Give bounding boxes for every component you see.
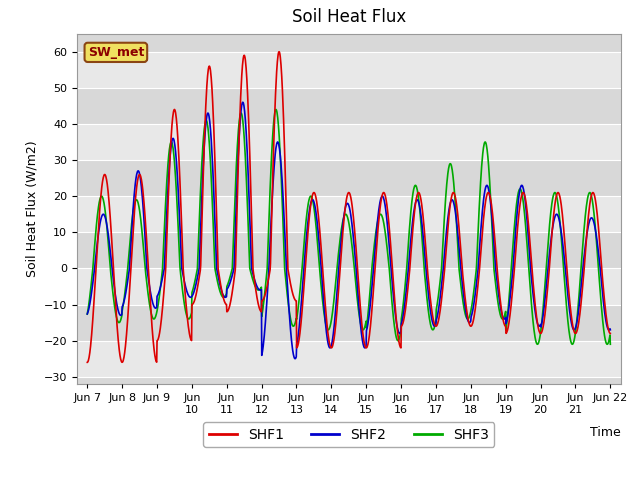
Line: SHF1: SHF1 — [87, 52, 611, 362]
SHF1 — [607, 331, 614, 336]
SHF2 — [83, 311, 91, 317]
SHF3 — [272, 107, 280, 112]
Legend: SHF1, SHF2, SHF3: SHF1, SHF2, SHF3 — [204, 422, 494, 447]
Bar — [77, 268, 621, 304]
Y-axis label: Soil Heat Flux (W/m2): Soil Heat Flux (W/m2) — [25, 141, 38, 277]
SHF1 — [83, 360, 91, 365]
Text: Time: Time — [590, 426, 621, 439]
Bar — [77, 196, 621, 232]
SHF2 — [499, 314, 507, 320]
SHF2 — [545, 256, 553, 262]
Bar — [77, 88, 621, 124]
SHF2 — [607, 327, 614, 333]
SHF1 — [275, 49, 283, 55]
Bar — [77, 160, 621, 196]
SHF3 — [259, 312, 266, 317]
SHF1 — [430, 320, 438, 325]
SHF2 — [187, 294, 195, 300]
SHF3 — [607, 341, 614, 347]
SHF1 — [200, 162, 207, 168]
SHF1 — [187, 336, 195, 342]
SHF2 — [239, 99, 246, 105]
SHF3 — [187, 312, 195, 318]
Bar — [77, 124, 621, 160]
Bar — [77, 341, 621, 377]
SHF2 — [291, 356, 299, 361]
SHF2 — [259, 348, 266, 354]
Line: SHF2: SHF2 — [87, 102, 611, 359]
SHF3 — [499, 316, 506, 322]
Bar — [77, 232, 621, 268]
Title: Soil Heat Flux: Soil Heat Flux — [292, 9, 406, 26]
Text: SW_met: SW_met — [88, 46, 144, 59]
SHF3 — [83, 311, 91, 317]
SHF1 — [545, 275, 552, 280]
SHF1 — [499, 313, 506, 319]
SHF3 — [430, 325, 438, 331]
SHF2 — [431, 324, 438, 329]
SHF1 — [259, 298, 266, 304]
Bar — [77, 304, 621, 341]
SHF3 — [545, 234, 552, 240]
Bar — [77, 52, 621, 88]
SHF2 — [200, 155, 207, 161]
Line: SHF3: SHF3 — [87, 109, 611, 344]
SHF3 — [200, 133, 207, 139]
